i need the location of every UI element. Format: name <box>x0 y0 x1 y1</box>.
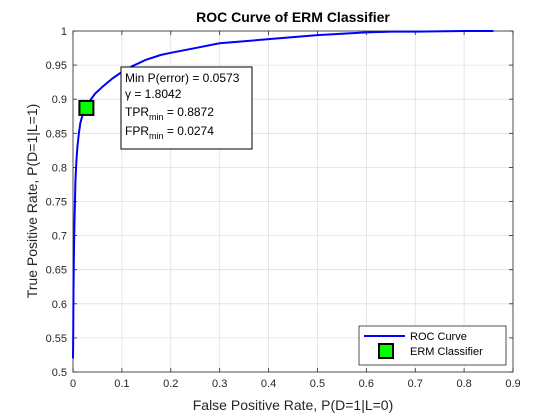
annotation-gamma: γ = 1.8042 <box>125 87 182 101</box>
fpr-prefix: FPR <box>125 124 149 138</box>
gamma-symbol: γ <box>125 87 131 101</box>
erm-classifier-marker <box>78 99 95 116</box>
annotation-min-perror: Min P(error) = 0.0573 <box>125 71 240 85</box>
y-tick-label: 0.8 <box>52 162 67 174</box>
annotation-box: Min P(error) = 0.0573 γ = 1.8042 TPRmin … <box>120 66 253 150</box>
tpr-value: = 0.8872 <box>164 105 215 119</box>
grid-lines <box>72 30 514 373</box>
x-tick-label: 0.9 <box>505 378 520 390</box>
fpr-subscript: min <box>149 131 164 141</box>
x-tick-label: 0 <box>70 378 76 390</box>
chart-title: ROC Curve of ERM Classifier <box>196 9 390 25</box>
legend-roc-label: ROC Curve <box>410 331 467 343</box>
x-tick-label: 0.3 <box>212 378 227 390</box>
fpr-value: = 0.0274 <box>164 124 215 138</box>
x-tick-label: 0.4 <box>261 378 276 390</box>
y-tick-label: 0.7 <box>52 231 67 243</box>
annotation-fpr: FPRmin = 0.0274 <box>125 124 214 141</box>
y-tick-label: 0.95 <box>46 60 67 72</box>
y-tick-label: 1 <box>61 26 67 38</box>
legend-erm-label: ERM Classifier <box>410 346 483 358</box>
y-tick-label: 0.85 <box>46 128 67 140</box>
legend-erm-marker <box>378 343 394 359</box>
x-tick-label: 0.1 <box>114 378 129 390</box>
gamma-value: = 1.8042 <box>131 87 182 101</box>
y-tick-labels: 0.5 0.55 0.6 0.65 0.7 0.75 0.8 0.85 0.9 0.95 1 <box>46 26 67 379</box>
y-axis-label: True Positive Rate, P(D=1|L=1) <box>24 104 40 299</box>
y-tick-label: 0.75 <box>46 197 67 209</box>
x-axis-label: False Positive Rate, P(D=1|L=0) <box>193 397 394 413</box>
series-layer <box>72 30 494 359</box>
tpr-subscript: min <box>149 112 164 122</box>
x-tick-label: 0.7 <box>408 378 423 390</box>
tpr-prefix: TPR <box>125 105 149 119</box>
y-tick-label: 0.9 <box>52 94 67 106</box>
x-tick-label: 0.2 <box>163 378 178 390</box>
x-tick-label: 0.6 <box>359 378 374 390</box>
x-tick-label: 0.8 <box>456 378 471 390</box>
y-tick-label: 0.6 <box>52 299 67 311</box>
x-tick-labels: 0 0.1 0.2 0.3 0.4 0.5 0.6 0.7 0.8 0.9 <box>70 378 521 390</box>
y-tick-label: 0.55 <box>46 333 67 345</box>
x-tick-label: 0.5 <box>310 378 325 390</box>
legend: ROC Curve ERM Classifier <box>358 325 507 366</box>
annotation-border <box>120 66 253 150</box>
annotation-tpr: TPRmin = 0.8872 <box>125 105 214 122</box>
roc-curve-line <box>72 30 494 359</box>
y-tick-label: 0.65 <box>46 265 67 277</box>
y-tick-label: 0.5 <box>52 367 67 379</box>
